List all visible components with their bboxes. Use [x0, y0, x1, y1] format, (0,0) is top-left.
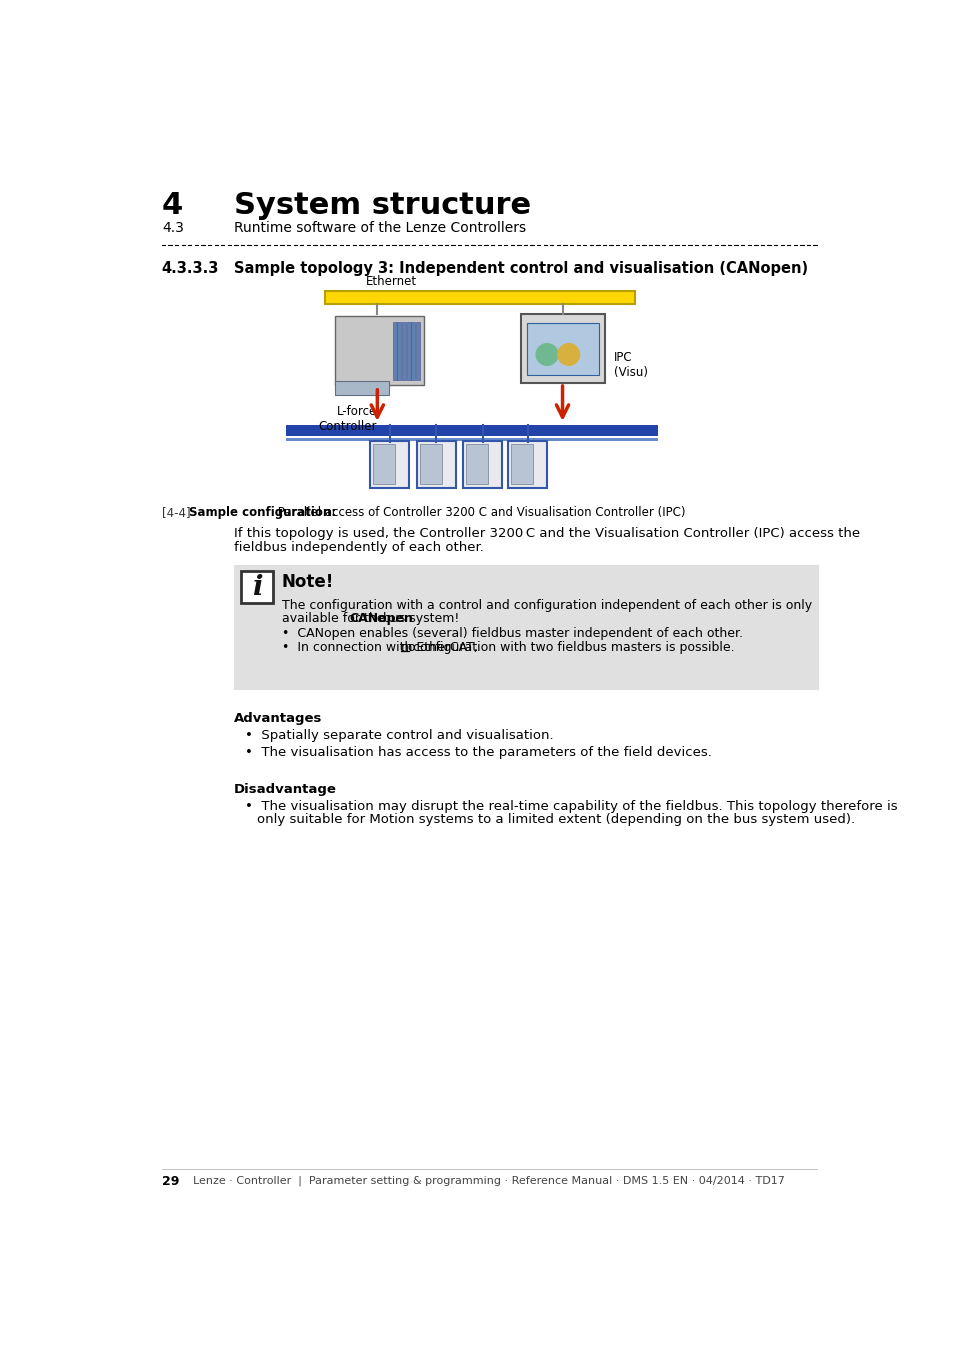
Text: Parallel access of Controller 3200 C and Visualisation Controller (IPC): Parallel access of Controller 3200 C and…	[274, 506, 684, 520]
Text: System structure: System structure	[233, 192, 531, 220]
Text: 4.3.3.3: 4.3.3.3	[162, 261, 219, 275]
FancyBboxPatch shape	[233, 566, 819, 690]
Text: Lenze · Controller  |  Parameter setting & programming · Reference Manual · DMS : Lenze · Controller | Parameter setting &…	[193, 1176, 784, 1185]
Text: 29: 29	[162, 1176, 179, 1188]
FancyBboxPatch shape	[466, 444, 488, 483]
Text: Runtime software of the Lenze Controllers: Runtime software of the Lenze Controller…	[233, 220, 525, 235]
Text: i: i	[252, 574, 262, 601]
FancyBboxPatch shape	[416, 323, 419, 379]
Text: Disadvantage: Disadvantage	[233, 783, 336, 795]
FancyBboxPatch shape	[402, 323, 406, 379]
Text: configuration with two fieldbus masters is possible.: configuration with two fieldbus masters …	[408, 641, 734, 653]
Circle shape	[536, 344, 558, 366]
Text: only suitable for Motion systems to a limited extent (depending on the bus syste: only suitable for Motion systems to a li…	[257, 814, 855, 826]
FancyBboxPatch shape	[286, 425, 658, 436]
Text: fieldbus independently of each other.: fieldbus independently of each other.	[233, 541, 483, 554]
Text: 4.3: 4.3	[162, 220, 184, 235]
Text: •  CANopen enables (several) fieldbus master independent of each other.: • CANopen enables (several) fieldbus mas…	[282, 628, 742, 640]
Text: If this topology is used, the Controller 3200 C and the Visualisation Controller: If this topology is used, the Controller…	[233, 526, 860, 540]
Text: •  In connection with EtherCAT,: • In connection with EtherCAT,	[282, 641, 481, 653]
FancyBboxPatch shape	[526, 323, 598, 375]
FancyBboxPatch shape	[411, 323, 415, 379]
FancyBboxPatch shape	[324, 292, 634, 304]
Text: Sample topology 3: Independent control and visualisation (CANopen): Sample topology 3: Independent control a…	[233, 261, 807, 275]
FancyBboxPatch shape	[335, 382, 389, 396]
FancyBboxPatch shape	[463, 440, 501, 489]
Text: L-force
Controller: L-force Controller	[318, 405, 377, 432]
FancyBboxPatch shape	[508, 440, 546, 489]
Text: Ethernet: Ethernet	[365, 274, 416, 288]
Text: •  The visualisation may disrupt the real-time capability of the fieldbus. This : • The visualisation may disrupt the real…	[245, 799, 897, 813]
Text: bus system!: bus system!	[379, 612, 459, 625]
FancyBboxPatch shape	[520, 315, 604, 383]
Text: available for the: available for the	[282, 612, 388, 625]
Text: CANopen: CANopen	[350, 612, 413, 625]
FancyBboxPatch shape	[286, 437, 658, 440]
Text: IPC
(Visu): IPC (Visu)	[613, 351, 647, 378]
FancyBboxPatch shape	[397, 323, 401, 379]
FancyBboxPatch shape	[241, 571, 274, 603]
Text: Sample configuration:: Sample configuration:	[189, 506, 335, 520]
Text: The configuration with a control and configuration independent of each other is : The configuration with a control and con…	[282, 599, 811, 613]
Text: •  The visualisation has access to the parameters of the field devices.: • The visualisation has access to the pa…	[245, 745, 711, 759]
Text: Note!: Note!	[282, 574, 334, 591]
FancyBboxPatch shape	[419, 444, 441, 483]
FancyBboxPatch shape	[416, 440, 456, 489]
Text: 4: 4	[162, 192, 183, 220]
FancyBboxPatch shape	[373, 444, 395, 483]
Text: •  Spatially separate control and visualisation.: • Spatially separate control and visuali…	[245, 729, 553, 741]
Text: [4-4]: [4-4]	[162, 506, 191, 520]
Text: Advantages: Advantages	[233, 711, 322, 725]
FancyBboxPatch shape	[393, 323, 396, 379]
FancyBboxPatch shape	[511, 444, 533, 483]
FancyBboxPatch shape	[406, 323, 410, 379]
FancyBboxPatch shape	[335, 316, 423, 385]
Text: no: no	[400, 641, 416, 653]
Circle shape	[558, 344, 579, 366]
FancyBboxPatch shape	[370, 440, 409, 489]
